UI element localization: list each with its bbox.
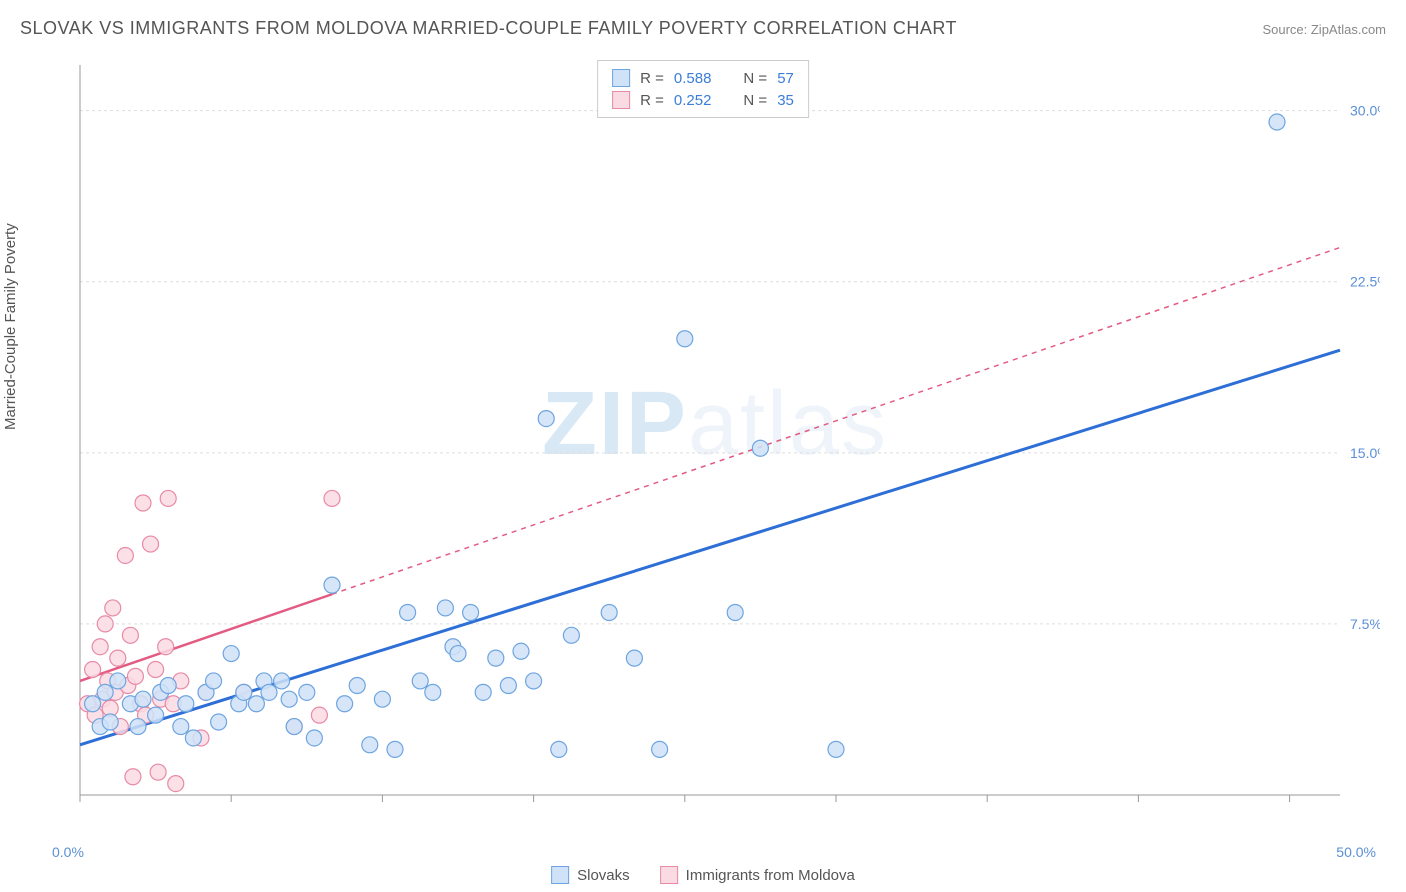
r-label: R = (640, 70, 664, 87)
legend-row: R = 0.252 N = 35 (612, 89, 794, 111)
legend-label: Slovaks (577, 867, 630, 884)
series-legend: Slovaks Immigrants from Moldova (551, 866, 855, 884)
header: SLOVAK VS IMMIGRANTS FROM MOLDOVA MARRIE… (20, 18, 1386, 39)
n-value: 57 (777, 70, 794, 87)
x-origin-label: 0.0% (52, 844, 84, 860)
source-label: Source: ZipAtlas.com (1262, 22, 1386, 37)
legend-swatch (551, 866, 569, 884)
n-label: N = (743, 92, 767, 109)
chart-area: ZIPatlas 7.5%15.0%22.5%30.0% (50, 55, 1380, 825)
scatter-chart: 7.5% 15.0% 22.5% 30.0% (50, 55, 1380, 825)
legend-row: R = 0.588 N = 57 (612, 67, 794, 89)
legend-swatch (612, 91, 630, 109)
legend-label: Immigrants from Moldova (686, 867, 855, 884)
correlation-legend: R = 0.588 N = 57 R = 0.252 N = 35 (597, 60, 809, 118)
legend-item: Immigrants from Moldova (660, 866, 855, 884)
x-max-label: 50.0% (1336, 844, 1376, 860)
n-label: N = (743, 70, 767, 87)
r-label: R = (640, 92, 664, 109)
svg-text:15.0%: 15.0% (1350, 445, 1380, 461)
svg-text:30.0%: 30.0% (1350, 103, 1380, 119)
chart-title: SLOVAK VS IMMIGRANTS FROM MOLDOVA MARRIE… (20, 18, 957, 39)
n-value: 35 (777, 92, 794, 109)
r-value: 0.588 (674, 70, 712, 87)
legend-item: Slovaks (551, 866, 630, 884)
svg-text:22.5%: 22.5% (1350, 274, 1380, 290)
y-axis-label: Married-Couple Family Poverty (2, 223, 19, 430)
legend-swatch (660, 866, 678, 884)
legend-swatch (612, 69, 630, 87)
r-value: 0.252 (674, 92, 712, 109)
svg-text:7.5%: 7.5% (1350, 616, 1380, 632)
